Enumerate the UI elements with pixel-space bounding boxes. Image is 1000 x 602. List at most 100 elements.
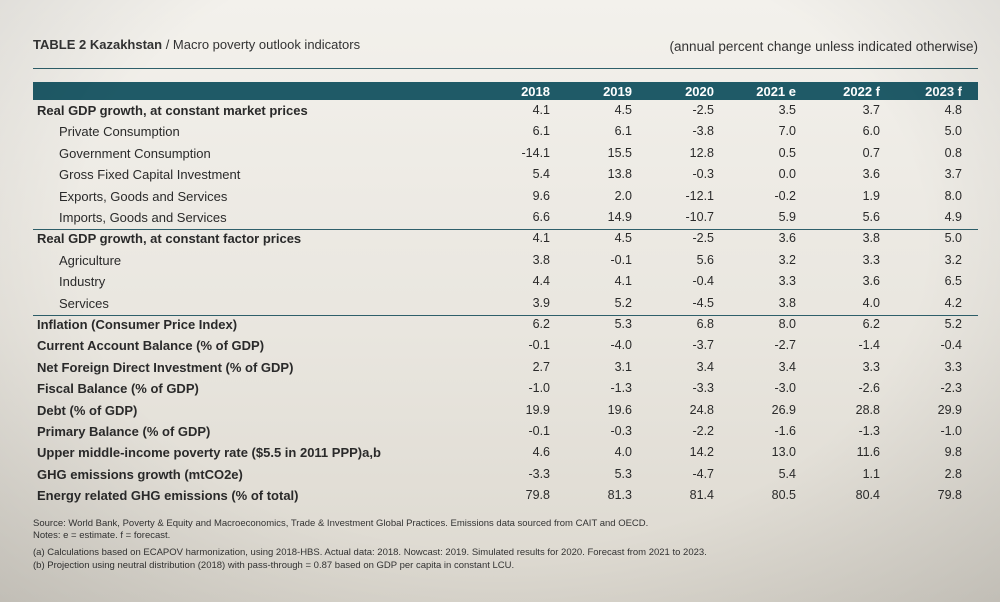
table-country: Kazakhstan	[89, 37, 163, 52]
table-number: TABLE 2	[33, 37, 87, 52]
source-note: Source: World Bank, Poverty & Equity and…	[33, 518, 649, 529]
cell-value: -2.5	[692, 231, 714, 246]
cell-value: 4.5	[614, 231, 632, 246]
table-row: Government Consumption -14.1 15.5 12.8 0.5 0.…	[33, 144, 978, 165]
row-label: Industry	[59, 274, 106, 290]
row-label: Government Consumption	[59, 145, 211, 161]
cell-value: 3.1	[614, 359, 632, 374]
cell-value: 5.4	[532, 167, 550, 182]
year-header: 2021 e	[756, 84, 796, 99]
cell-value: 5.2	[614, 295, 632, 310]
cell-value: 6.6	[532, 210, 550, 224]
notes-legend: Notes: e = estimate. f = forecast.	[33, 530, 171, 541]
cell-value: 9.6	[532, 188, 550, 203]
cell-value: 4.1	[532, 231, 550, 246]
table-row: Real GDP growth, at constant factor pric…	[33, 229, 978, 250]
table-title-bar: TABLE 2 Kazakhstan / Macro poverty outlo…	[33, 34, 978, 69]
row-label: Net Foreign Direct Investment (% of GDP)	[37, 359, 294, 375]
row-label: Upper middle-income poverty rate ($5.5 i…	[37, 445, 381, 461]
cell-value: 81.3	[607, 488, 632, 503]
table-row: Agriculture 3.8 -0.1 5.6 3.2 3.3 3.2	[33, 251, 978, 272]
table-row: Imports, Goods and Services 6.6 14.9 -10.7 5…	[33, 208, 978, 230]
year-header: 2018	[521, 84, 550, 99]
cell-value: 3.3	[862, 252, 880, 267]
cell-value: 24.8	[689, 402, 714, 417]
cell-value: 6.1	[532, 124, 550, 139]
cell-value: 3.2	[778, 252, 796, 267]
table-row: Net Foreign Direct Investment (% of GDP)…	[33, 358, 978, 379]
cell-value: 1.1	[862, 466, 880, 481]
cell-value: -14.1	[521, 145, 551, 160]
cell-value: 3.3	[862, 359, 880, 374]
cell-value: 14.9	[607, 210, 632, 224]
table-title: TABLE 2 Kazakhstan / Macro poverty outlo…	[33, 37, 360, 52]
row-label: Private Consumption	[59, 124, 180, 140]
cell-value: 4.0	[862, 295, 880, 310]
cell-value: 5.2	[944, 317, 962, 331]
cell-value: 5.0	[944, 231, 962, 246]
cell-value: 3.6	[778, 231, 796, 246]
cell-value: 7.0	[778, 124, 796, 139]
cell-value: 5.4	[778, 466, 796, 481]
cell-value: -2.6	[858, 381, 880, 396]
year-header-band	[33, 82, 978, 100]
table-row: Private Consumption 6.1 6.1 -3.8 7.0 6.0 5.0	[33, 122, 978, 143]
table-row: Gross Fixed Capital Investment 5.4 13.8 -0.…	[33, 165, 978, 186]
cell-value: 3.4	[778, 359, 796, 374]
cell-value: 4.1	[614, 274, 632, 289]
cell-value: 28.8	[855, 402, 880, 417]
cell-value: -1.0	[528, 381, 550, 396]
cell-value: 79.8	[525, 488, 550, 503]
cell-value: 5.0	[944, 124, 962, 139]
cell-value: 4.4	[532, 274, 550, 289]
cell-value: 13.0	[771, 445, 796, 460]
cell-value: -2.2	[692, 424, 714, 438]
cell-value: 3.4	[696, 359, 714, 374]
row-label: Real GDP growth, at constant factor pric…	[37, 231, 302, 247]
cell-value: 1.9	[862, 188, 880, 203]
cell-value: 3.8	[778, 295, 796, 310]
cell-value: 0.7	[862, 145, 880, 160]
cell-value: 2.7	[532, 359, 550, 374]
cell-value: 29.9	[937, 402, 962, 417]
cell-value: 81.4	[689, 488, 714, 503]
table-row: Debt (% of GDP) 19.9 19.6 24.8 26.9 28.8 29.9	[33, 401, 978, 422]
table-title-rest: / Macro poverty outlook indicators	[162, 37, 361, 52]
cell-value: 80.5	[771, 488, 796, 503]
cell-value: 6.0	[862, 124, 880, 139]
cell-value: 6.2	[532, 317, 550, 331]
cell-value: -0.2	[774, 188, 796, 203]
cell-value: 3.9	[532, 295, 550, 310]
table-row: Exports, Goods and Services 9.6 2.0 -12.1 -0…	[33, 187, 978, 208]
cell-value: 80.4	[855, 488, 880, 503]
footnote-a: (a) Calculations based on ECAPOV harmoni…	[33, 547, 707, 558]
cell-value: -12.1	[685, 188, 715, 203]
row-label: Debt (% of GDP)	[37, 402, 138, 418]
row-label: Gross Fixed Capital Investment	[59, 167, 241, 183]
cell-value: 4.5	[614, 103, 632, 117]
cell-value: 6.2	[862, 317, 880, 331]
table-units: (annual percent change unless indicated …	[669, 39, 978, 54]
cell-value: 3.6	[862, 274, 880, 289]
year-header: 2019	[603, 84, 632, 99]
cell-value: 2.0	[614, 188, 632, 203]
cell-value: -3.7	[692, 338, 714, 353]
cell-value: -0.4	[692, 274, 714, 289]
cell-value: 3.7	[862, 103, 880, 117]
cell-value: 3.3	[778, 274, 796, 289]
cell-value: 3.7	[944, 167, 962, 182]
row-label: GHG emissions growth (mtCO2e)	[37, 466, 243, 482]
cell-value: -1.3	[858, 424, 880, 438]
cell-value: 4.1	[532, 103, 550, 117]
cell-value: 3.3	[944, 359, 962, 374]
cell-value: 3.8	[862, 231, 880, 246]
table-row: Fiscal Balance (% of GDP) -1.0 -1.3 -3.3 -3.…	[33, 379, 978, 400]
cell-value: 15.5	[607, 145, 632, 160]
cell-value: -0.4	[940, 338, 962, 353]
cell-value: -4.7	[692, 466, 714, 481]
cell-value: -3.3	[692, 381, 714, 396]
cell-value: 4.9	[944, 210, 962, 224]
cell-value: -4.5	[692, 295, 714, 310]
cell-value: 6.5	[944, 274, 962, 289]
